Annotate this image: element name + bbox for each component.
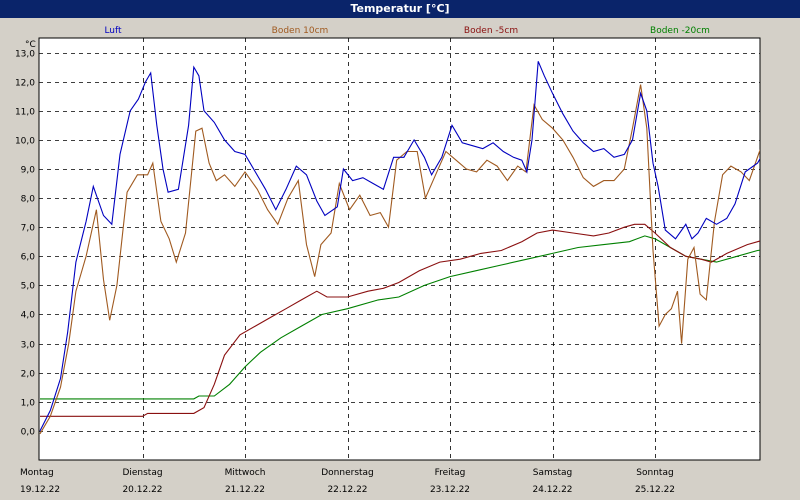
y-tick-label: 3,0 (21, 341, 36, 351)
x-tick-date: 22.12.22 (327, 485, 367, 495)
y-tick-label: 7,0 (21, 224, 36, 234)
x-tick-day: Sonntag (636, 468, 673, 478)
y-tick-label: 5,0 (21, 282, 36, 292)
legend-entry: Boden 10cm (272, 26, 329, 36)
y-tick-label: 1,0 (21, 399, 36, 409)
x-tick-date: 25.12.22 (635, 485, 675, 495)
legend-entry: Boden -20cm (650, 26, 710, 36)
legend-entry: Boden -5cm (464, 26, 518, 36)
series-line-boden-20cm (40, 235, 760, 400)
y-tick-label: 0,0 (21, 428, 36, 438)
temperature-chart: 0,0 1,0 2,0 3,0 4,0 5,0 6,0 7,0 8,0 9,0 10,0 11,0 12… (15, 26, 761, 495)
legend-entry: Luft (104, 26, 122, 36)
y-axis-unit: °C (25, 40, 36, 50)
y-tick-label: 13,0 (15, 50, 35, 60)
plot-area (38, 37, 761, 461)
x-tick-day: Dienstag (122, 468, 162, 478)
x-tick-day: Freitag (435, 468, 466, 478)
y-tick-label: 9,0 (21, 166, 36, 176)
y-tick-label: 10,0 (15, 137, 35, 147)
window-title: Temperatur [°C] (0, 0, 800, 18)
y-tick-label: 12,0 (15, 79, 35, 89)
x-tick-date: 20.12.22 (122, 485, 162, 495)
y-tick-label: 6,0 (21, 253, 36, 263)
x-tick-date: 24.12.22 (532, 485, 572, 495)
series-line-luft (39, 61, 760, 432)
y-tick-label: 4,0 (21, 311, 36, 321)
x-tick-date: 21.12.22 (225, 485, 265, 495)
y-tick-label: 2,0 (21, 370, 36, 380)
y-tick-label: 8,0 (21, 195, 36, 205)
x-tick-day: Montag (20, 468, 54, 478)
series-line-boden-5cm (40, 223, 760, 417)
x-tick-date: 19.12.22 (20, 485, 60, 495)
x-tick-day: Samstag (533, 468, 572, 478)
series-line-boden-10cm (39, 84, 760, 435)
x-tick-date: 23.12.22 (430, 485, 470, 495)
x-tick-day: Donnerstag (321, 468, 374, 478)
x-tick-day: Mittwoch (225, 468, 266, 478)
y-tick-label: 11,0 (15, 108, 35, 118)
